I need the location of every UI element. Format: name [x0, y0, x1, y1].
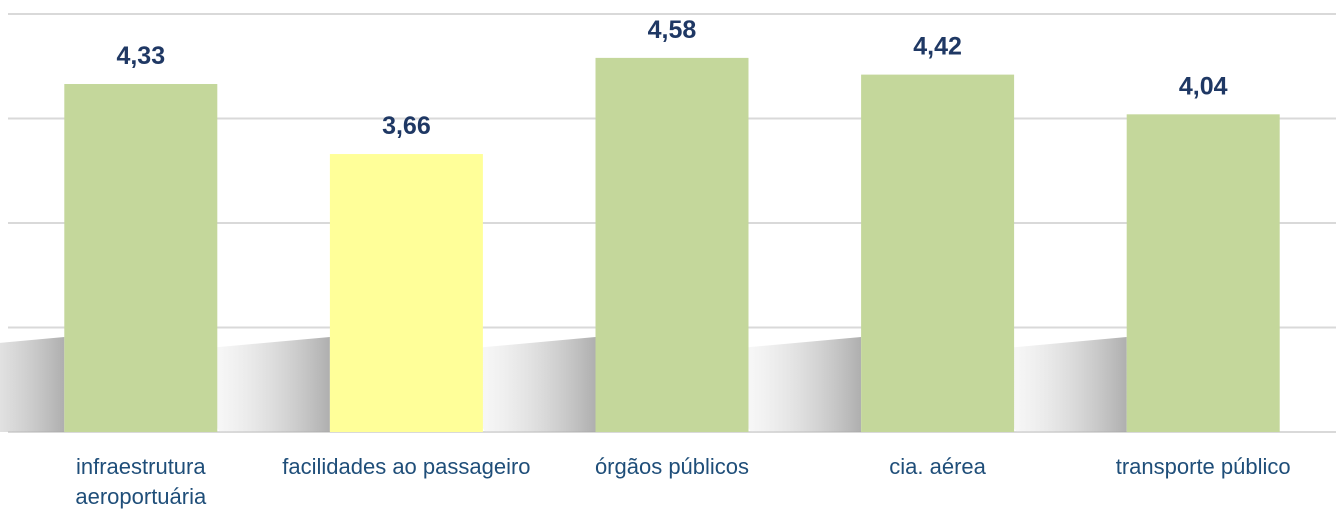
value-label: 4,58: [648, 16, 697, 44]
x-tick-label: infraestrutura aeroportuária: [75, 454, 207, 509]
x-tick-label: cia. aérea: [889, 454, 986, 479]
x-tick-label: órgãos públicos: [594, 454, 750, 479]
bar: [64, 84, 218, 432]
value-label: 4,04: [1179, 72, 1228, 100]
x-tick-label: facilidades ao passageiro: [282, 454, 531, 479]
value-label: 3,66: [382, 112, 431, 140]
bar: [595, 57, 749, 432]
bar: [329, 154, 483, 432]
bar: [1126, 114, 1280, 432]
value-label: 4,33: [116, 42, 165, 70]
bar: [861, 74, 1015, 433]
x-tick-label: transporte público: [1115, 454, 1291, 479]
bar-shadow: [0, 337, 65, 432]
value-label: 4,42: [913, 33, 962, 61]
